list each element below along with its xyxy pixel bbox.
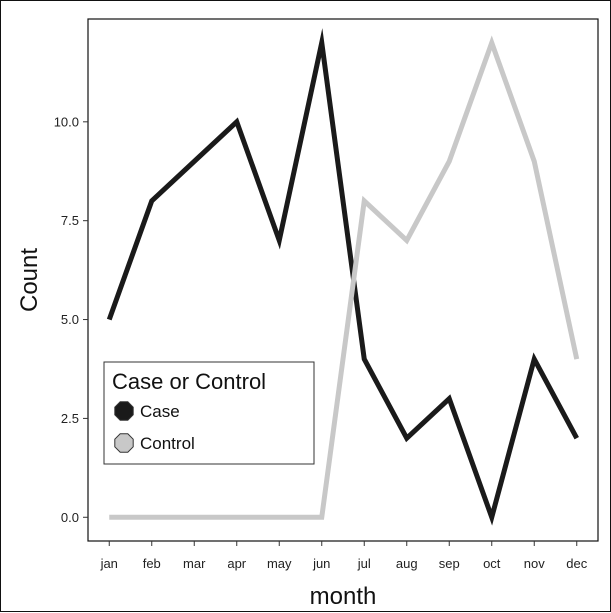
- x-tick-label: jan: [100, 556, 118, 571]
- x-tick-label: sep: [439, 556, 460, 571]
- legend-key-case: [114, 401, 134, 421]
- legend-label-control: Control: [140, 434, 195, 453]
- x-tick-label: feb: [143, 556, 161, 571]
- y-tick-label: 2.5: [61, 411, 79, 426]
- y-tick-label: 5.0: [61, 312, 79, 327]
- x-tick-label: aug: [396, 556, 418, 571]
- y-tick-label: 7.5: [61, 213, 79, 228]
- y-tick-label: 0.0: [61, 510, 79, 525]
- x-tick-label: mar: [183, 556, 206, 571]
- legend-label-case: Case: [140, 402, 180, 421]
- x-axis: jan feb mar apr may jun jul aug sep oct nov dec: [100, 541, 588, 571]
- series-line-case: [106, 28, 579, 526]
- legend: Case or Control Case Control: [103, 361, 315, 465]
- y-tick-label: 10.0: [54, 114, 79, 129]
- y-axis: 0.0 2.5 5.0 7.5 10.0: [54, 114, 88, 525]
- x-tick-label: jul: [357, 556, 371, 571]
- x-tick-label: may: [267, 556, 292, 571]
- x-tick-label: nov: [524, 556, 545, 571]
- x-tick-label: apr: [227, 556, 246, 571]
- legend-box: [103, 361, 315, 465]
- x-tick-label: jun: [312, 556, 330, 571]
- y-axis-title: Count: [16, 248, 43, 312]
- x-axis-title: month: [310, 583, 377, 610]
- legend-key-control: [114, 433, 134, 453]
- series-line-control: [109, 35, 580, 520]
- legend-title: Case or Control: [112, 369, 266, 394]
- x-tick-label: dec: [566, 556, 587, 571]
- x-tick-label: oct: [483, 556, 501, 571]
- series-layer: [106, 28, 580, 526]
